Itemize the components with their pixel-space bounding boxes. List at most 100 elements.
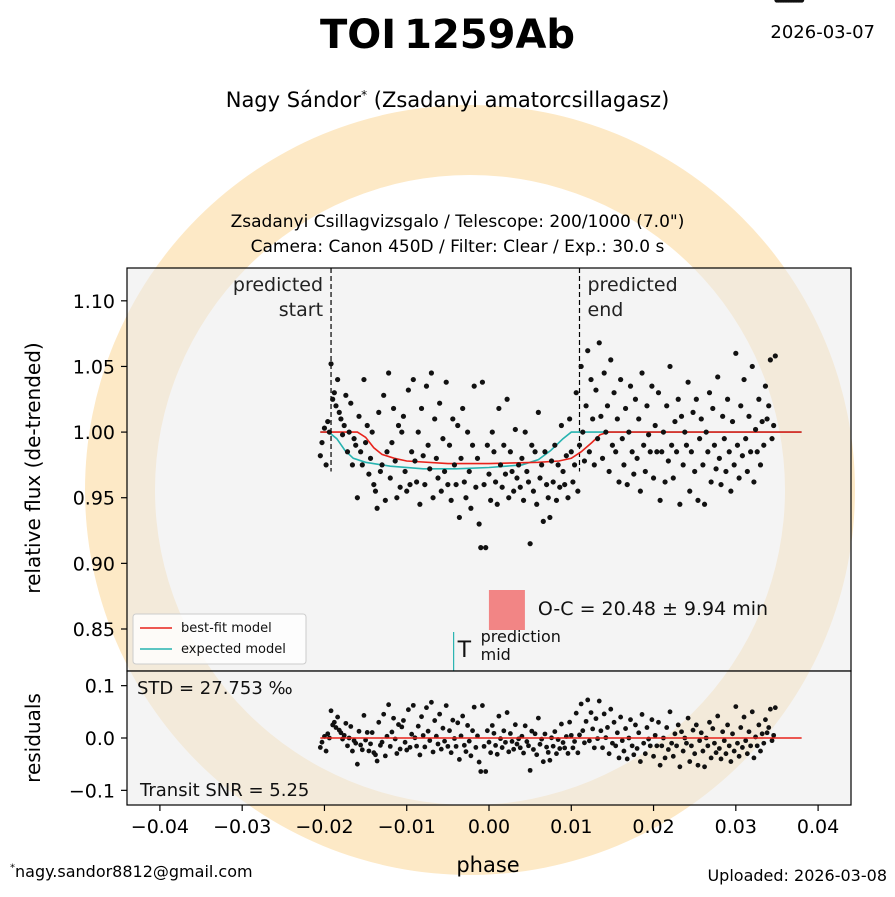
data-point <box>637 488 643 494</box>
data-point <box>496 405 502 412</box>
data-point <box>520 497 527 503</box>
residual-point <box>616 755 622 761</box>
snr-label: Transit SNR = 5.25 <box>139 780 309 801</box>
residual-point <box>557 746 563 751</box>
residual-point <box>728 759 734 764</box>
residual-point <box>700 748 706 754</box>
residual-point <box>402 739 408 745</box>
residual-point <box>697 738 703 744</box>
residual-point <box>430 749 436 755</box>
residual-point <box>642 751 648 757</box>
residual-point <box>445 743 451 749</box>
residual-point <box>496 713 502 719</box>
residual-point <box>522 723 528 729</box>
residual-point <box>743 738 749 744</box>
data-point <box>655 390 662 396</box>
data-point <box>443 379 449 385</box>
data-point <box>720 413 726 419</box>
data-point <box>412 458 418 464</box>
residual-point <box>514 741 520 747</box>
data-point <box>636 416 642 422</box>
data-point <box>351 436 357 442</box>
residual-point <box>328 708 334 714</box>
data-point <box>397 484 403 490</box>
residual-point <box>669 740 675 746</box>
y-tick-label: −0.1 <box>69 780 115 802</box>
residual-point <box>415 723 421 729</box>
y-tick-label: 0.85 <box>73 619 115 641</box>
residual-point <box>463 749 469 755</box>
data-point <box>603 429 609 435</box>
data-point <box>415 429 421 435</box>
data-point <box>622 405 629 412</box>
data-point <box>619 436 625 442</box>
residual-point <box>540 759 546 765</box>
residual-point <box>744 751 750 757</box>
data-point <box>455 422 461 429</box>
data-point <box>570 479 576 485</box>
data-point <box>586 449 592 455</box>
data-point <box>673 449 680 455</box>
residual-point <box>387 743 393 749</box>
x-tick-label: 0.04 <box>797 816 839 838</box>
residual-point <box>702 764 707 770</box>
residual-point <box>374 758 380 764</box>
residual-point <box>772 705 778 711</box>
data-point <box>563 453 569 459</box>
residual-point <box>489 723 495 728</box>
residual-point <box>651 753 656 759</box>
residual-point <box>475 733 480 739</box>
data-point <box>379 462 385 468</box>
residual-point <box>568 732 574 738</box>
data-point <box>647 449 653 455</box>
x-axis-label: phase <box>456 853 519 877</box>
chart-title: TOI 1259Ab <box>319 12 576 58</box>
data-point <box>474 455 481 461</box>
data-point <box>507 449 513 455</box>
data-point <box>580 429 586 435</box>
data-point <box>748 449 754 455</box>
residual-point <box>560 740 566 745</box>
x-tick-label: 0.03 <box>715 816 757 838</box>
data-point <box>611 390 617 396</box>
x-tick-label: −0.04 <box>131 816 189 838</box>
data-point <box>583 403 589 409</box>
data-point <box>374 505 380 511</box>
residual-point <box>735 740 740 746</box>
residual-point <box>535 715 541 721</box>
residual-point <box>685 715 691 721</box>
data-point <box>483 545 489 551</box>
residual-point <box>493 742 498 748</box>
data-point <box>576 442 583 448</box>
residual-point <box>381 711 387 717</box>
data-point <box>660 429 667 435</box>
data-point <box>336 409 342 415</box>
data-point <box>409 449 415 455</box>
main-plot-content: predicted start predicted end O-C = 20.48 ± … <box>132 0 805 671</box>
data-point <box>529 442 535 448</box>
data-point <box>701 501 708 507</box>
residual-point <box>356 728 362 734</box>
data-point <box>573 390 579 396</box>
residual-point <box>764 730 770 736</box>
data-point <box>339 432 346 438</box>
residual-point <box>662 755 668 761</box>
data-point <box>435 475 441 481</box>
residual-point <box>591 745 597 751</box>
residual-point <box>758 748 763 754</box>
residual-point <box>684 740 689 746</box>
data-point <box>626 429 632 435</box>
data-point <box>410 376 416 383</box>
data-point <box>326 429 332 435</box>
residual-point <box>359 747 365 753</box>
residual-point <box>353 740 359 746</box>
data-point <box>535 409 541 415</box>
data-point <box>476 521 482 527</box>
data-point <box>440 436 446 442</box>
contact-email[interactable]: *nagy.sandor8812@gmail.com <box>10 862 253 881</box>
data-point <box>654 449 660 455</box>
residual-point <box>417 752 423 758</box>
data-point <box>407 481 413 488</box>
residual-point <box>486 739 492 745</box>
residual-point <box>531 747 536 752</box>
